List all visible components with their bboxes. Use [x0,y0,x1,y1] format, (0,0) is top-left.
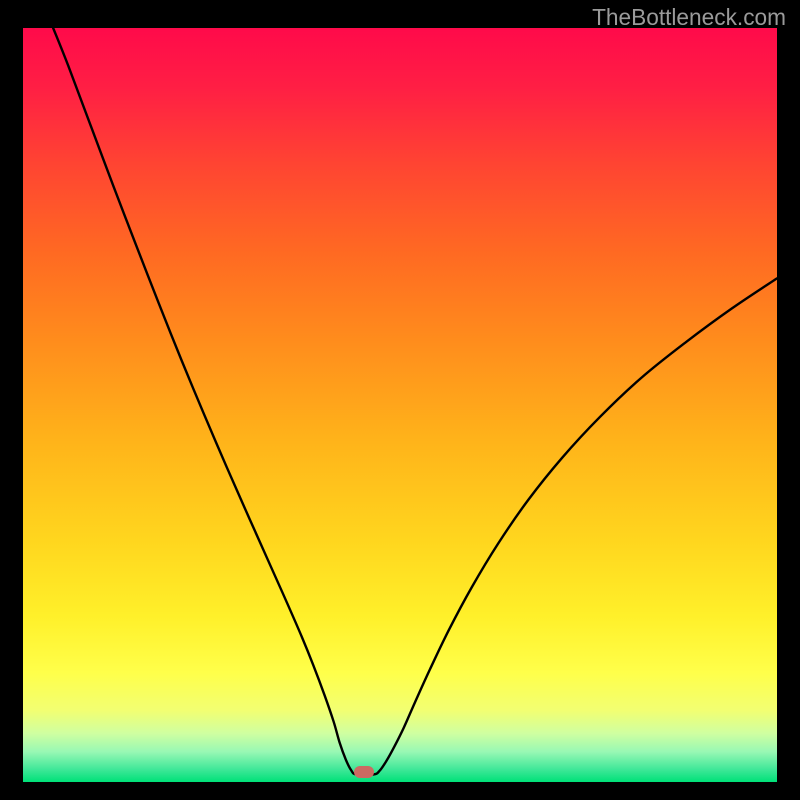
plot-frame [23,28,777,782]
plot-curve-layer [23,28,777,782]
bottleneck-curve [53,28,777,775]
optimal-point-marker [354,766,374,778]
watermark-text: TheBottleneck.com [592,4,786,31]
